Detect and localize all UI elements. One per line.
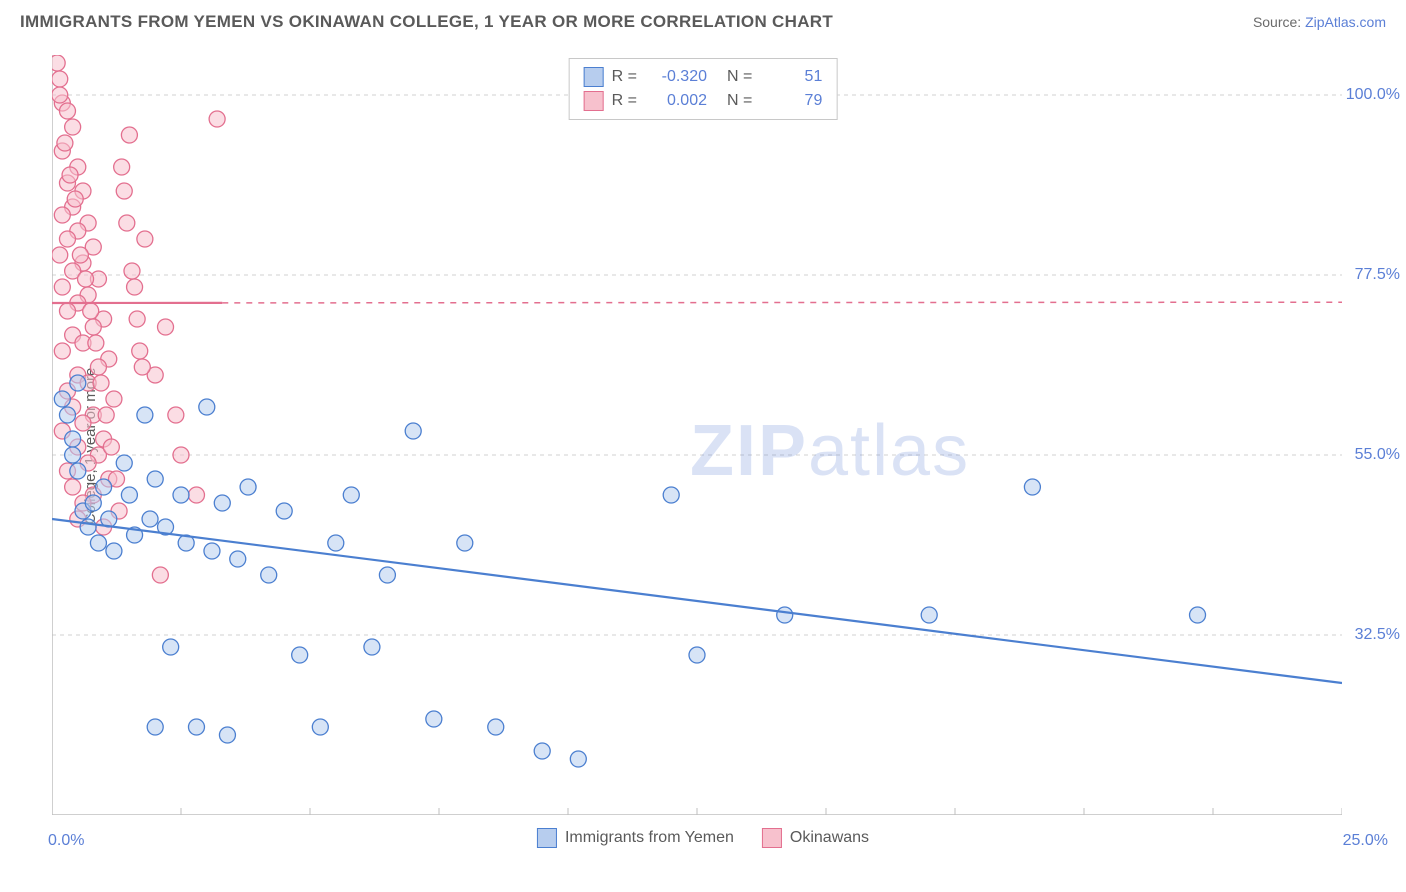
legend-swatch-okinawan bbox=[584, 91, 604, 111]
legend-n-value-okinawan: 79 bbox=[764, 89, 822, 113]
legend-swatch-yemen bbox=[584, 67, 604, 87]
chart-header: IMMIGRANTS FROM YEMEN VS OKINAWAN COLLEG… bbox=[0, 0, 1406, 40]
legend-n-label-2: N = bbox=[727, 89, 752, 113]
legend-r-value-yemen: -0.320 bbox=[649, 65, 707, 89]
legend-series: Immigrants from Yemen Okinawans bbox=[537, 828, 869, 848]
legend-item-okinawan: Okinawans bbox=[762, 828, 869, 848]
x-tick-right: 25.0% bbox=[1343, 832, 1388, 850]
y-tick-label: 32.5% bbox=[1355, 626, 1400, 644]
legend-correlation: R = -0.320 N = 51 R = 0.002 N = 79 bbox=[569, 58, 838, 120]
legend-item-yemen: Immigrants from Yemen bbox=[537, 828, 734, 848]
x-tick-left: 0.0% bbox=[48, 832, 84, 850]
legend-swatch-yemen-2 bbox=[537, 828, 557, 848]
legend-n-value-yemen: 51 bbox=[764, 65, 822, 89]
source-link[interactable]: ZipAtlas.com bbox=[1305, 14, 1386, 30]
scatter-svg bbox=[52, 55, 1342, 815]
plot-area bbox=[52, 55, 1342, 815]
legend-n-label: N = bbox=[727, 65, 752, 89]
legend-r-value-okinawan: 0.002 bbox=[649, 89, 707, 113]
legend-row-yemen: R = -0.320 N = 51 bbox=[584, 65, 823, 89]
legend-label-yemen: Immigrants from Yemen bbox=[565, 829, 734, 847]
source-attribution: Source: ZipAtlas.com bbox=[1253, 14, 1386, 30]
legend-label-okinawan: Okinawans bbox=[790, 829, 869, 847]
legend-swatch-okinawan-2 bbox=[762, 828, 782, 848]
y-tick-label: 77.5% bbox=[1355, 266, 1400, 284]
legend-r-label: R = bbox=[612, 65, 637, 89]
legend-row-okinawan: R = 0.002 N = 79 bbox=[584, 89, 823, 113]
legend-r-label-2: R = bbox=[612, 89, 637, 113]
y-tick-label: 55.0% bbox=[1355, 446, 1400, 464]
chart-title: IMMIGRANTS FROM YEMEN VS OKINAWAN COLLEG… bbox=[20, 12, 833, 32]
y-tick-label: 100.0% bbox=[1346, 86, 1400, 104]
source-label: Source: bbox=[1253, 14, 1301, 30]
